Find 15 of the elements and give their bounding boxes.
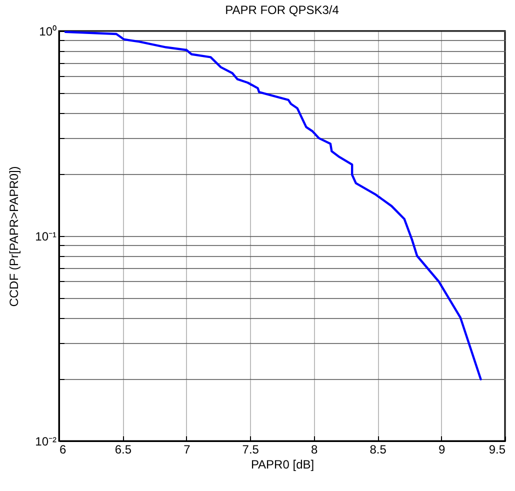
- x-tick-label: 8: [311, 442, 318, 456]
- chart-title: PAPR FOR QPSK3/4: [225, 3, 340, 17]
- x-tick-label: 9: [438, 442, 446, 456]
- y-axis-title: CCDF (Pr[PAPR>PAPR0]): [7, 166, 22, 307]
- y-tick-label: 10⁻¹: [35, 230, 57, 244]
- x-tick-label: 8.5: [370, 442, 387, 456]
- y-tick-label: 10⁻²: [35, 434, 57, 448]
- x-tick-label: 7.5: [242, 442, 260, 456]
- y-tick-label: 10⁰: [39, 24, 56, 38]
- x-tick-label: 6.5: [114, 442, 132, 456]
- x-tick-label: 9.5: [488, 442, 506, 456]
- x-tick-label: 6: [60, 442, 66, 456]
- line-series: [64, 31, 482, 380]
- x-axis-title: PAPR0 [dB]: [250, 458, 314, 472]
- x-tick-label: 7: [184, 442, 191, 456]
